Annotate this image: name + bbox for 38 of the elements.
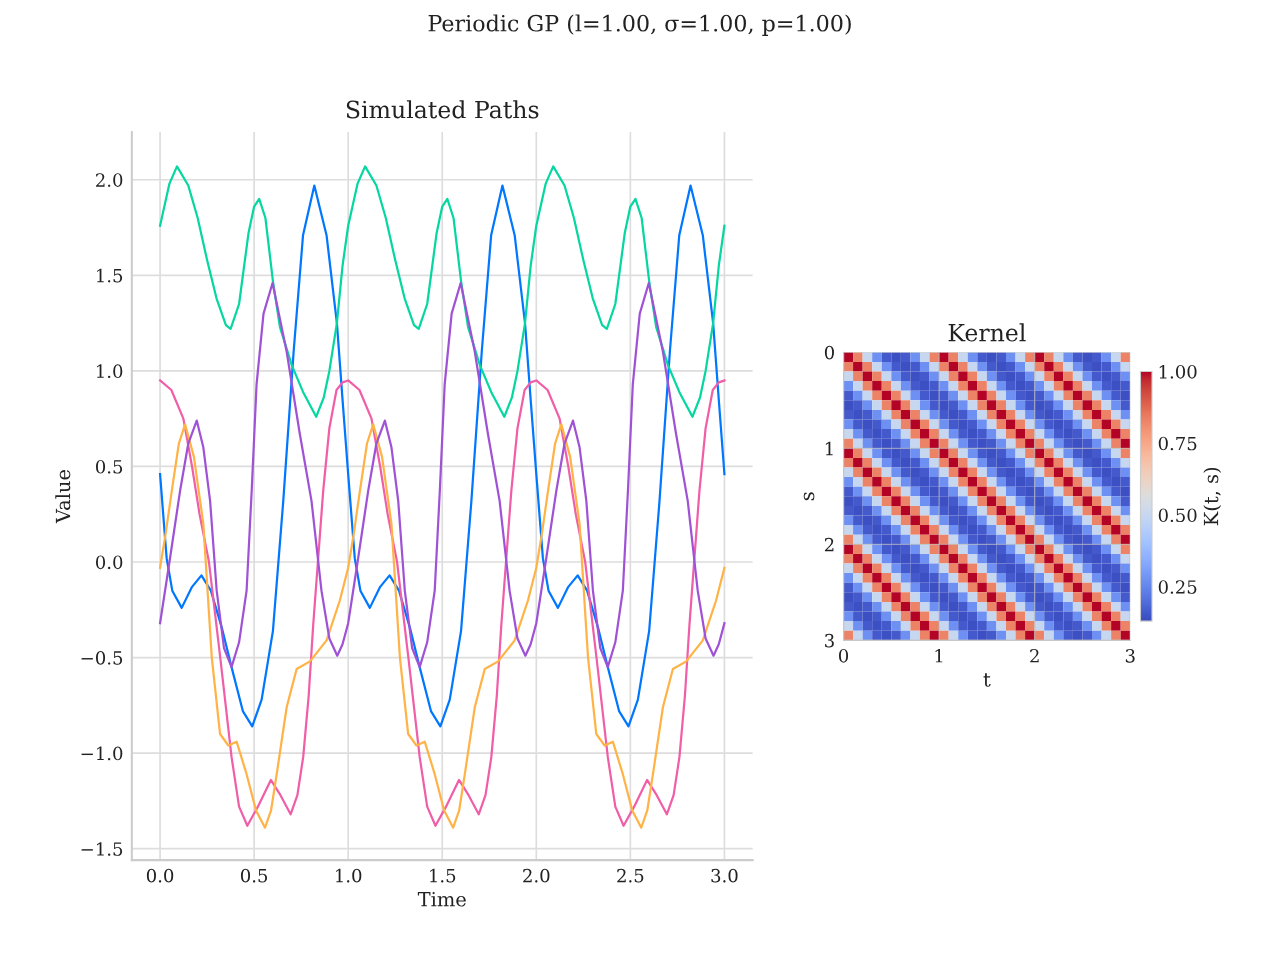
line-series: [158, 165, 726, 418]
y-tick-label: 0: [824, 345, 834, 360]
x-tick-label: 2.5: [617, 868, 644, 883]
y-tick-label: −0.5: [81, 651, 123, 665]
x-tick-label: 1: [935, 648, 943, 663]
x-tick-label: 0.5: [240, 868, 268, 883]
x-tick-label: 3.0: [711, 868, 738, 883]
y-tick-label: 1: [825, 441, 833, 456]
chart-title: Periodic GP (l=1.00, σ=1.00, p=1.00): [428, 14, 851, 36]
y-tick-label: 1.5: [97, 268, 123, 283]
x-axis-title: t: [983, 673, 991, 687]
x-tick-label: 0: [838, 648, 849, 663]
y-tick-label: −1.0: [81, 746, 123, 761]
x-tick-label: 1.0: [336, 868, 362, 883]
y-axis-title: Value: [55, 469, 71, 524]
x-tick-label: 3: [1125, 648, 1135, 663]
y-tick-label: 0.5: [95, 459, 123, 474]
y-tick-label: 3: [825, 633, 834, 648]
y-tick-label: −1.5: [81, 842, 123, 856]
color-bar-title: K(t, s): [1203, 467, 1222, 526]
chart-subtitle: Simulated Paths: [346, 100, 539, 119]
x-tick-label: 0.0: [146, 868, 174, 883]
x-axis-title: Time: [417, 891, 466, 907]
chart-title: Kernel: [948, 323, 1026, 342]
color-bar-label: 0.50: [1158, 508, 1197, 523]
y-tick-label: 0.0: [95, 555, 123, 570]
y-tick-label: 2.0: [96, 173, 123, 187]
x-tick-label: 1.5: [430, 868, 456, 883]
color-bar-label: 1.00: [1159, 364, 1197, 379]
y-axis-title: s: [803, 492, 815, 501]
line-series: [158, 281, 726, 669]
y-tick-label: 2: [824, 537, 834, 552]
line-series: [158, 184, 726, 728]
color-bar-label: 0.25: [1158, 580, 1197, 594]
x-tick-label: 2: [1030, 648, 1039, 663]
x-tick-label: 2.0: [523, 868, 550, 883]
y-tick-label: 1.0: [97, 364, 123, 379]
color-bar-label: 0.75: [1158, 436, 1197, 451]
